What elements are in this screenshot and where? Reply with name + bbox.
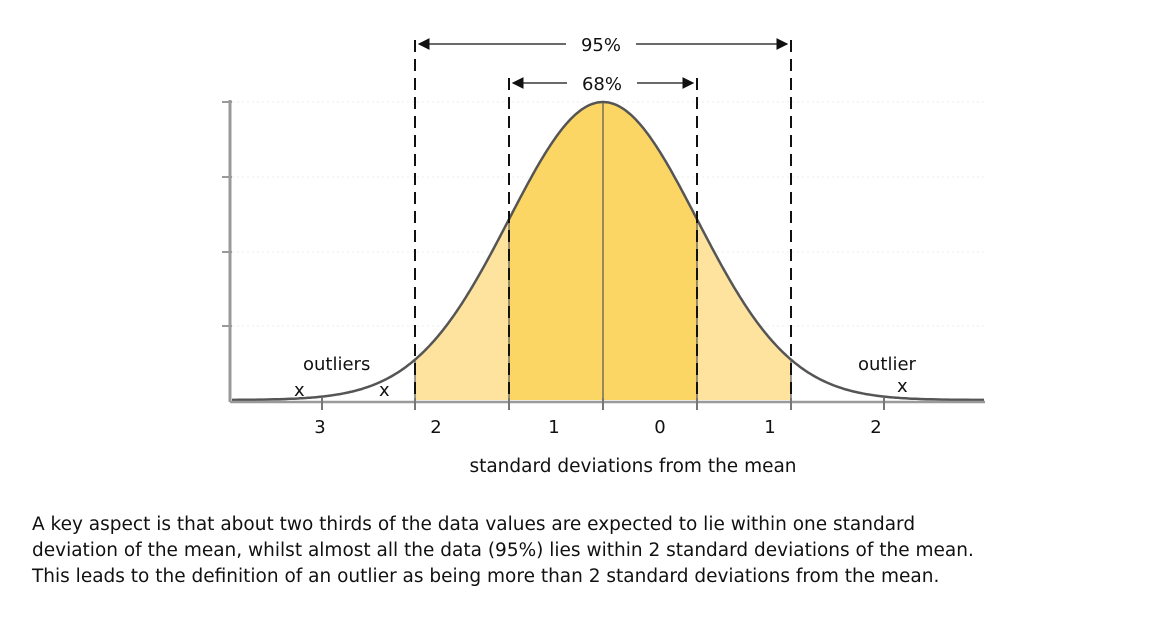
caption-line: A key aspect is that about two thirds of…: [32, 514, 916, 535]
normal-distribution-diagram: 3 2 1 0 1 2 standard deviations from the…: [222, 35, 985, 477]
x-tick-label: 1: [764, 417, 775, 438]
caption-line: This leads to the definition of an outli…: [32, 566, 940, 587]
x-tick-label: 3: [314, 417, 325, 438]
dashed-guides: [414, 40, 792, 400]
x-tick-labels: 3 2 1 0 1 2: [314, 417, 881, 438]
outlier-marker: x: [379, 380, 390, 401]
outlier-label: outlier: [858, 354, 917, 375]
outlier-marker: x: [294, 380, 305, 401]
x-axis-title: standard deviations from the mean: [469, 456, 796, 477]
bell-curve: [232, 100, 984, 402]
x-tick-label: 0: [654, 417, 665, 438]
band-68-label: 68%: [582, 74, 622, 95]
caption: A key aspect is that about two thirds of…: [32, 512, 1142, 590]
x-tick-label: 2: [430, 417, 441, 438]
outliers-label: outliers: [303, 354, 370, 375]
y-axis: [222, 100, 232, 402]
outlier-marker: x: [897, 376, 908, 397]
x-tick-label: 1: [548, 417, 559, 438]
caption-line: deviation of the mean, whilst almost all…: [32, 540, 974, 561]
x-tick-label: 2: [870, 417, 881, 438]
outlier-annotations: outliers x x outlier x: [294, 354, 917, 401]
band-95-label: 95%: [581, 35, 621, 56]
x-axis: [230, 398, 985, 410]
